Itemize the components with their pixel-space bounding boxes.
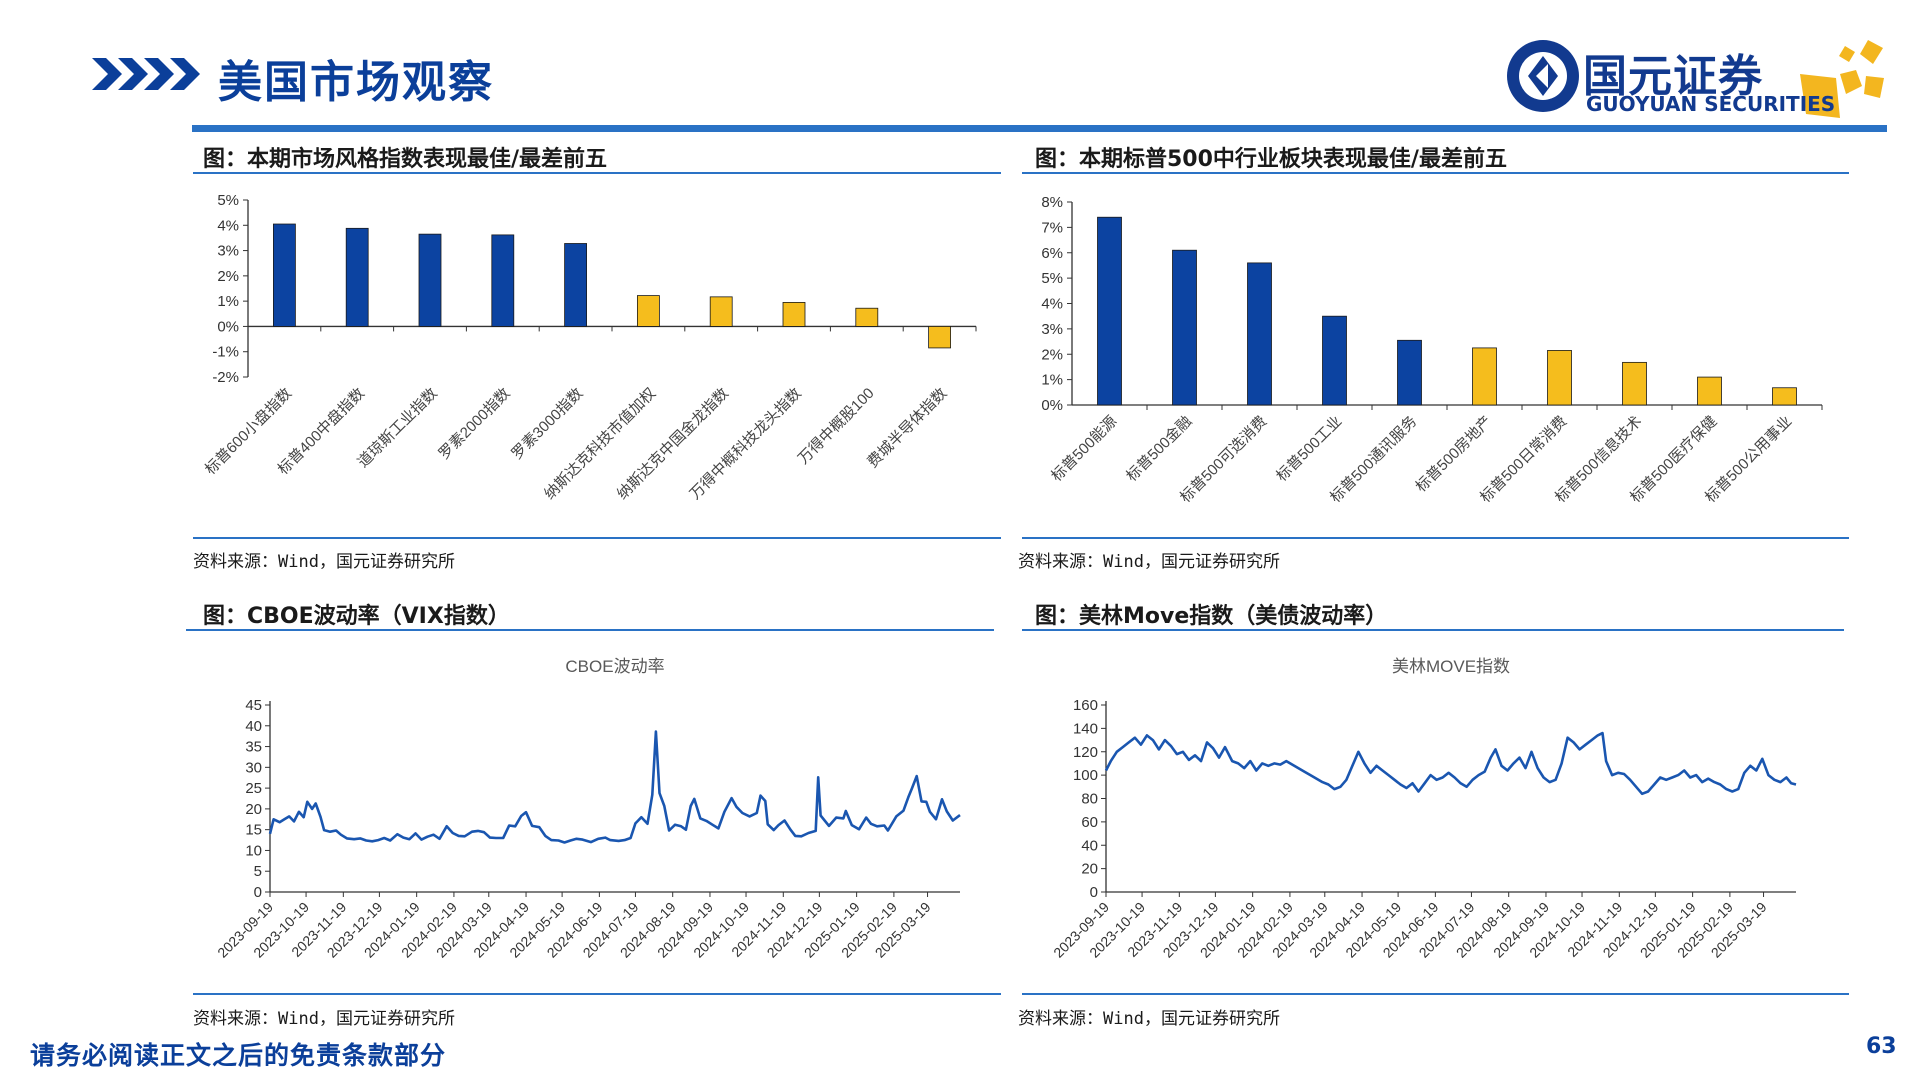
- sector-bar-chart: 8%7%6%5%4%3%2%1%0%标普500能源 标普500金融标普500可选消…: [1041, 194, 1823, 506]
- y-tick-label: 7%: [1041, 219, 1063, 236]
- y-tick-label: 2%: [1041, 346, 1063, 363]
- bar: [1322, 315, 1347, 406]
- move-index-line-chart: 美林MOVE指数0204060801001201401602023-09-192…: [1050, 657, 1797, 961]
- y-tick-label: 40: [245, 718, 262, 735]
- x-category-label: 标普500金融: [1123, 413, 1195, 485]
- bar: [1697, 376, 1722, 406]
- y-tick-label: 2%: [217, 268, 239, 285]
- bar: [1097, 216, 1122, 406]
- y-tick-label: 5: [254, 863, 262, 880]
- panel-1-title-rule: [193, 172, 1001, 174]
- y-tick-label: 5%: [1041, 270, 1063, 287]
- y-tick-label: 30: [245, 759, 262, 776]
- y-tick-label: 0: [254, 884, 262, 901]
- y-tick-label: -2%: [212, 369, 239, 386]
- y-tick-label: 20: [1081, 861, 1098, 878]
- y-tick-label: 0%: [217, 318, 239, 335]
- y-tick-label: 20: [245, 801, 262, 818]
- panel-4-title: 图：美林Move指数（美债波动率）: [1035, 604, 1388, 629]
- bar: [636, 295, 660, 327]
- x-category-label: 费城半导体指数: [864, 385, 950, 471]
- panel-2-source-rule: [1022, 537, 1849, 539]
- panel-1-source: 资料来源：Wind，国元证券研究所: [193, 552, 455, 572]
- x-category-label: 罗素3000指数: [508, 385, 586, 463]
- y-tick-label: 5%: [217, 192, 239, 209]
- chevron-arrows-icon: [92, 58, 200, 90]
- bar: [1622, 361, 1647, 406]
- y-tick-label: 25: [245, 780, 262, 797]
- bar: [855, 307, 879, 327]
- y-tick-label: 60: [1081, 814, 1098, 831]
- x-category-label: 万得中概股100: [795, 385, 878, 468]
- x-category-label: 罗素2000指数: [436, 385, 514, 463]
- panel-1-source-rule: [193, 537, 1001, 539]
- bar: [1472, 347, 1497, 406]
- x-category-label: 标普500房地产: [1413, 413, 1496, 496]
- y-tick-label: 40: [1081, 837, 1098, 854]
- y-tick-label: 15: [245, 822, 262, 839]
- y-tick-label: 1%: [217, 293, 239, 310]
- y-tick-label: 0%: [1041, 397, 1063, 414]
- panel-3-source: 资料来源：Wind，国元证券研究所: [193, 1009, 455, 1029]
- x-category-label: 标普500能源: [1048, 413, 1120, 485]
- panel-2-title-rule: [1022, 172, 1849, 174]
- vix-line-chart: CBOE波动率0510152025303540452023-09-192023-…: [214, 657, 961, 961]
- bar: [782, 302, 806, 327]
- bar: [1172, 249, 1197, 406]
- panel-2-source: 资料来源：Wind，国元证券研究所: [1018, 552, 1280, 572]
- y-tick-label: 0: [1090, 884, 1098, 901]
- y-tick-label: 10: [245, 842, 262, 859]
- company-logo-icon: [1507, 40, 1884, 118]
- y-tick-label: 8%: [1041, 194, 1063, 211]
- y-tick-label: 3%: [217, 243, 239, 260]
- panel-2-title: 图：本期标普500中行业板块表现最佳/最差前五: [1035, 147, 1507, 172]
- bar: [709, 296, 733, 327]
- logo-chinese-text: 国元证券: [1583, 51, 1763, 102]
- series-line: [268, 730, 961, 844]
- bar: [418, 233, 442, 327]
- panel-4-source: 资料来源：Wind，国元证券研究所: [1018, 1009, 1280, 1029]
- bar: [1397, 339, 1422, 406]
- y-tick-label: 45: [245, 697, 262, 714]
- panel-1-title: 图：本期市场风格指数表现最佳/最差前五: [203, 147, 608, 172]
- y-tick-label: 3%: [1041, 321, 1063, 338]
- chart-title: CBOE波动率: [565, 657, 664, 676]
- panel-4-title-rule: [1022, 629, 1844, 631]
- y-tick-label: 4%: [1041, 296, 1063, 313]
- page-number: 63: [1866, 1034, 1897, 1059]
- y-tick-label: 100: [1073, 767, 1098, 784]
- bar: [1547, 350, 1572, 406]
- y-tick-label: 140: [1073, 720, 1098, 737]
- header-divider: [192, 125, 1887, 132]
- bar: [1772, 387, 1797, 406]
- style-index-bar-chart: 5%4%3%2%1%0%-1%-2%标普600小盘指数标普400中盘指数道琼斯工…: [201, 192, 977, 503]
- x-category-label: 标普500工业: [1273, 413, 1345, 485]
- x-category-label: 道琼斯工业指数: [355, 385, 441, 471]
- y-tick-label: 6%: [1041, 245, 1063, 262]
- bar: [564, 243, 588, 327]
- y-tick-label: 160: [1073, 697, 1098, 714]
- y-tick-label: -1%: [212, 344, 239, 361]
- panel-3-title: 图：CBOE波动率（VIX指数）: [203, 604, 510, 629]
- panel-3-title-rule: [186, 629, 994, 631]
- y-tick-label: 35: [245, 739, 262, 756]
- bar: [345, 227, 369, 327]
- bar: [273, 223, 296, 327]
- footer-disclaimer: 请务必阅读正文之后的免责条款部分: [30, 1041, 447, 1070]
- y-tick-label: 4%: [217, 217, 239, 234]
- page-title: 美国市场观察: [218, 57, 494, 108]
- chart-title: 美林MOVE指数: [1392, 657, 1510, 676]
- bar: [491, 234, 515, 327]
- y-tick-label: 1%: [1041, 372, 1063, 389]
- panel-4-source-rule: [1022, 993, 1849, 995]
- y-tick-label: 120: [1073, 744, 1098, 761]
- series-line: [1104, 731, 1797, 796]
- bar: [928, 326, 951, 349]
- logo-english-text: GUOYUAN SECURITIES: [1586, 92, 1836, 116]
- y-tick-label: 80: [1081, 791, 1098, 808]
- bar: [1247, 262, 1272, 406]
- panel-3-source-rule: [193, 993, 1001, 995]
